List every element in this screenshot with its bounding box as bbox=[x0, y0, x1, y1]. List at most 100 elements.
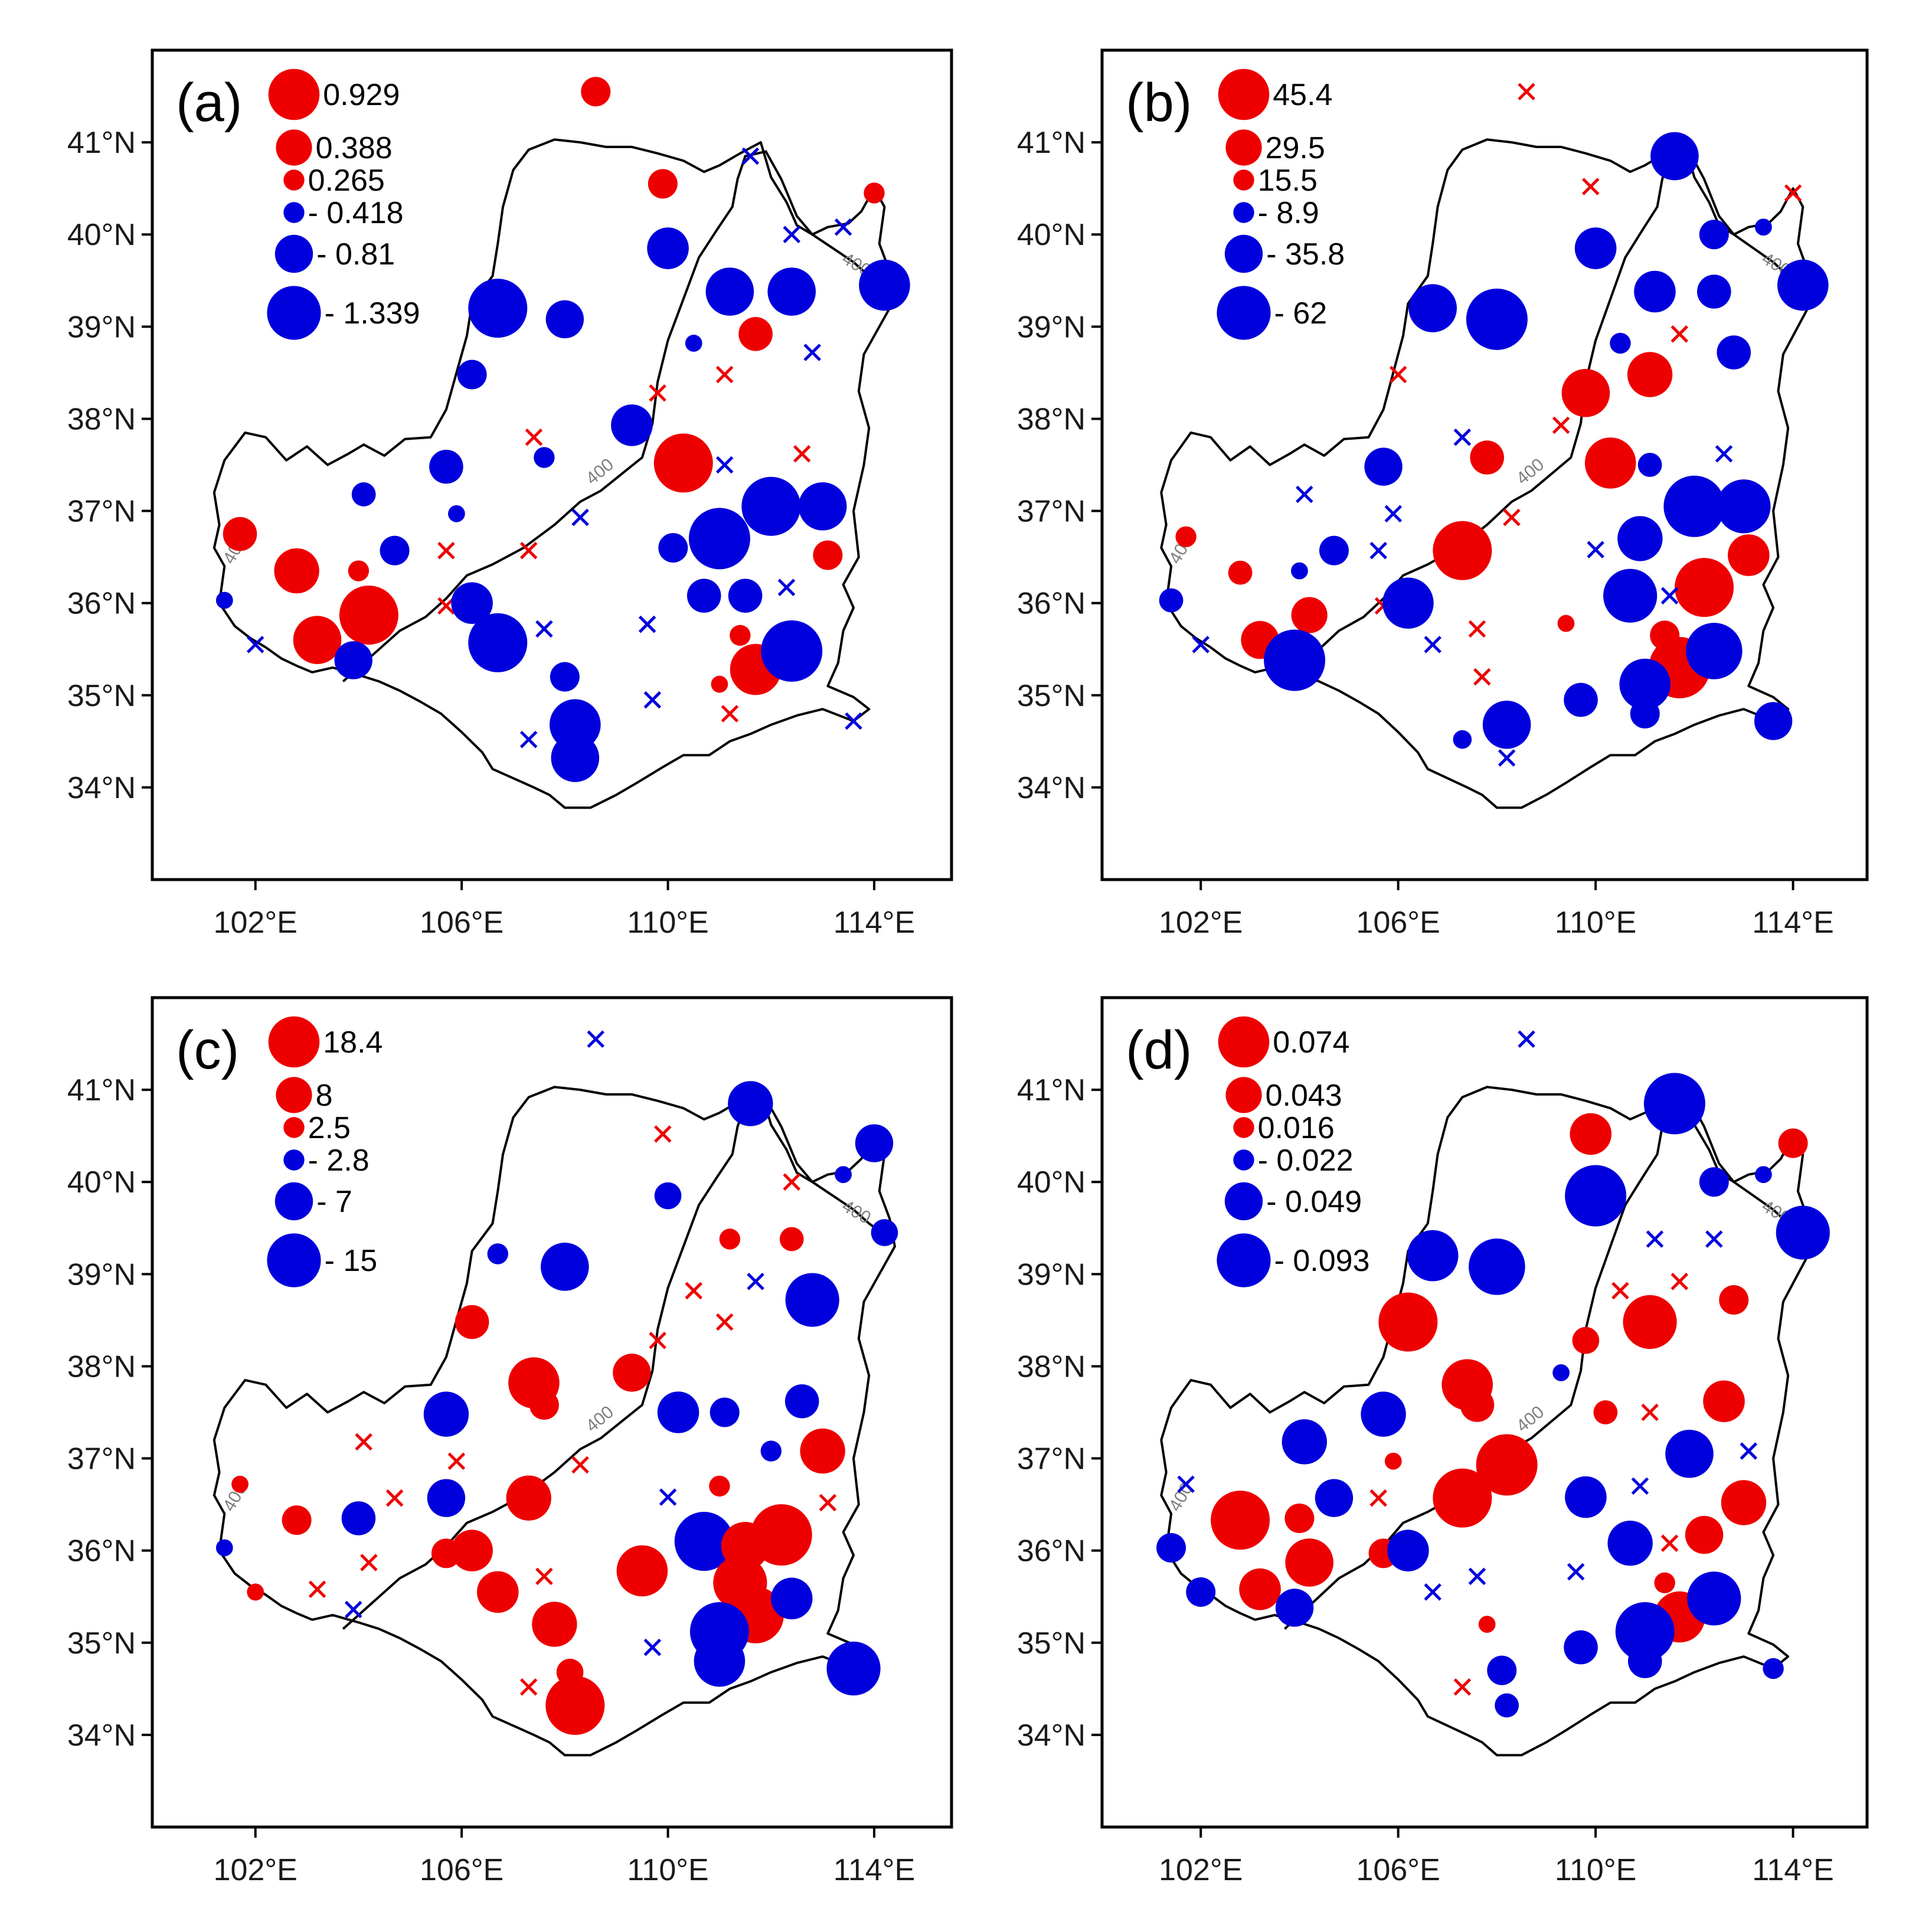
x-stroke bbox=[845, 712, 862, 730]
station-x-marker bbox=[747, 1273, 764, 1290]
station-circle bbox=[730, 625, 751, 646]
x-stroke bbox=[525, 428, 543, 446]
station-x-marker bbox=[1740, 1442, 1758, 1460]
x-stroke bbox=[1582, 178, 1600, 195]
station-circle bbox=[709, 1475, 730, 1497]
x-stroke bbox=[1611, 1282, 1629, 1300]
station-circle bbox=[341, 1501, 376, 1535]
legend-symbol bbox=[274, 1182, 313, 1221]
x-stroke bbox=[803, 344, 821, 361]
station-circle bbox=[864, 182, 885, 204]
station-circle bbox=[380, 535, 410, 566]
x-tick-label: 114°E bbox=[833, 1853, 915, 1887]
legend-label: 29.5 bbox=[1266, 131, 1325, 165]
x-stroke bbox=[715, 456, 734, 474]
station-circle bbox=[767, 267, 816, 316]
station-circle bbox=[1476, 1434, 1538, 1496]
y-tick-label: 37°N bbox=[67, 495, 136, 529]
legend-label: 0.929 bbox=[323, 78, 400, 112]
station-circle bbox=[1487, 1655, 1517, 1685]
station-circle bbox=[653, 433, 713, 493]
station-x-marker bbox=[1518, 83, 1535, 101]
station-circle bbox=[728, 1081, 773, 1126]
station-circle bbox=[813, 540, 843, 570]
x-stroke bbox=[1473, 668, 1491, 686]
legend-symbol bbox=[283, 1149, 305, 1171]
station-circle bbox=[1557, 615, 1575, 632]
y-tick-label: 40°N bbox=[67, 218, 136, 252]
station-x-marker bbox=[1582, 178, 1600, 195]
station-circle bbox=[1378, 1292, 1438, 1352]
station-circle bbox=[1319, 535, 1349, 566]
station-x-marker bbox=[535, 620, 553, 638]
y-tick-label: 38°N bbox=[1017, 1349, 1086, 1384]
station-circle bbox=[247, 1583, 264, 1601]
station-x-marker bbox=[649, 1331, 666, 1349]
station-circle bbox=[1408, 284, 1457, 332]
legend-symbol bbox=[1224, 234, 1263, 273]
station-x-marker bbox=[643, 1638, 662, 1656]
station-x-marker bbox=[1192, 636, 1209, 653]
x-stroke bbox=[715, 1313, 734, 1331]
station-circle bbox=[1650, 132, 1699, 181]
station-circle bbox=[1565, 1165, 1627, 1227]
station-circle bbox=[532, 1602, 577, 1647]
x-stroke bbox=[834, 218, 852, 236]
station-circle bbox=[784, 1384, 819, 1419]
legend-label: 2.5 bbox=[308, 1111, 351, 1145]
station-circle bbox=[657, 1391, 699, 1433]
x-stroke bbox=[1784, 184, 1802, 202]
station-circle bbox=[1469, 1238, 1525, 1295]
station-circle bbox=[685, 335, 702, 352]
x-tick-label: 106°E bbox=[1356, 906, 1440, 940]
station-x-marker bbox=[783, 1173, 800, 1191]
station-circle bbox=[1564, 1630, 1598, 1665]
station-circle bbox=[859, 259, 910, 311]
station-circle bbox=[648, 169, 678, 199]
station-circle bbox=[231, 1475, 249, 1493]
isohyet-400-line bbox=[342, 150, 883, 682]
station-circle bbox=[1186, 1577, 1216, 1607]
x-tick-label: 102°E bbox=[1159, 906, 1243, 940]
station-circle bbox=[1565, 1476, 1607, 1518]
station-x-marker bbox=[741, 147, 760, 165]
station-x-marker bbox=[1453, 428, 1472, 446]
station-circle bbox=[1478, 1616, 1496, 1633]
x-tick-label: 102°E bbox=[1159, 1853, 1243, 1887]
x-tick-label: 110°E bbox=[1555, 1853, 1636, 1887]
x-stroke bbox=[437, 541, 455, 560]
legend-symbol bbox=[1217, 1233, 1271, 1287]
x-stroke bbox=[783, 226, 800, 243]
station-circle bbox=[447, 505, 465, 522]
station-x-marker bbox=[1641, 1403, 1659, 1421]
station-circle bbox=[1387, 1530, 1429, 1571]
station-circle bbox=[1291, 597, 1328, 633]
station-circle bbox=[1495, 1693, 1519, 1718]
panel-frame bbox=[1100, 996, 1869, 1829]
station-x-marker bbox=[519, 541, 538, 560]
station-x-marker bbox=[535, 1567, 553, 1586]
x-stroke bbox=[1424, 636, 1441, 653]
x-stroke bbox=[649, 1331, 666, 1349]
station-circle bbox=[798, 482, 847, 531]
station-circle bbox=[1634, 270, 1676, 313]
station-x-marker bbox=[1424, 1583, 1441, 1601]
station-x-marker bbox=[1369, 541, 1387, 560]
station-x-marker bbox=[1498, 749, 1516, 767]
legend-symbol bbox=[1218, 68, 1270, 120]
legend-symbol bbox=[1233, 169, 1254, 191]
station-x-marker bbox=[1646, 1230, 1664, 1248]
station-circle bbox=[1175, 526, 1197, 547]
x-stroke bbox=[1503, 508, 1521, 527]
station-circle bbox=[487, 1243, 508, 1264]
x-stroke bbox=[659, 1488, 677, 1506]
station-circle bbox=[826, 1641, 881, 1696]
station-x-marker bbox=[246, 636, 264, 653]
station-markers bbox=[215, 77, 910, 782]
y-tick-label: 36°N bbox=[1017, 587, 1086, 621]
station-circle bbox=[1778, 1128, 1808, 1158]
legend-label: - 15 bbox=[325, 1244, 378, 1278]
station-x-marker bbox=[1384, 505, 1403, 523]
x-axis: 102°E 106°E 110°E 114°E bbox=[214, 1827, 915, 1887]
